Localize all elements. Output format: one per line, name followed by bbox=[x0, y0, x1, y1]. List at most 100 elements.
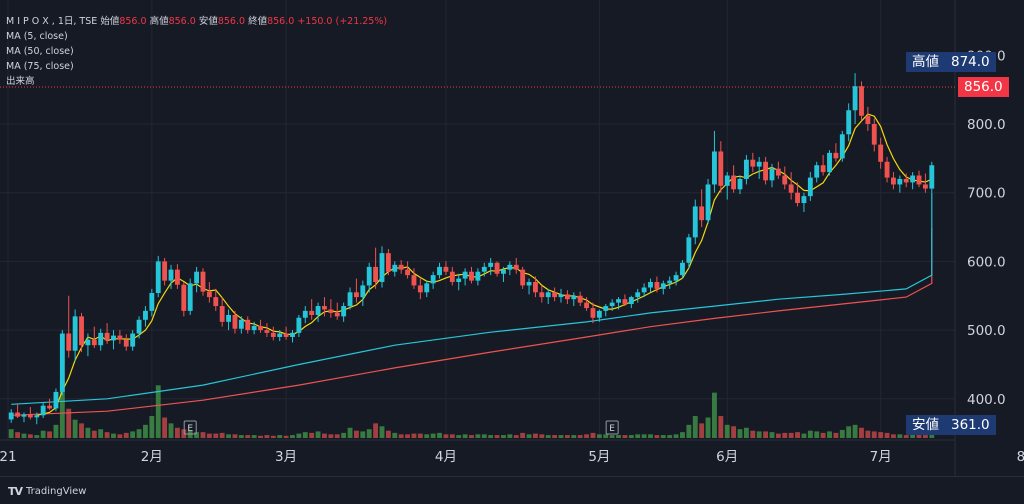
candle-body[interactable] bbox=[590, 308, 596, 318]
candle-body[interactable] bbox=[456, 278, 462, 283]
candle-body[interactable] bbox=[526, 282, 532, 286]
candle-body[interactable] bbox=[111, 335, 116, 341]
legend-ma5[interactable]: MA (5, close) bbox=[6, 31, 68, 42]
tradingview-logo[interactable]: TV TradingView bbox=[8, 485, 86, 498]
candle-body[interactable] bbox=[827, 152, 832, 173]
candle-body[interactable] bbox=[878, 144, 884, 162]
candle-body[interactable] bbox=[341, 306, 347, 317]
candle-body[interactable] bbox=[34, 415, 40, 418]
candle-body[interactable] bbox=[136, 319, 142, 334]
candle-body[interactable] bbox=[622, 299, 628, 304]
candle-body[interactable] bbox=[673, 275, 679, 281]
candle-body[interactable] bbox=[737, 178, 743, 190]
candle-body[interactable] bbox=[328, 309, 334, 313]
candle-body[interactable] bbox=[277, 333, 283, 337]
candle-body[interactable] bbox=[264, 330, 270, 333]
candle-body[interactable] bbox=[187, 283, 193, 311]
candle-body[interactable] bbox=[392, 264, 398, 272]
candle-body[interactable] bbox=[270, 332, 276, 337]
candle-body[interactable] bbox=[353, 292, 359, 298]
candle-body[interactable] bbox=[309, 310, 315, 315]
candle-body[interactable] bbox=[315, 306, 321, 315]
candle-body[interactable] bbox=[226, 314, 231, 322]
candle-body[interactable] bbox=[750, 159, 756, 167]
candle-body[interactable] bbox=[501, 269, 506, 274]
candle-body[interactable] bbox=[59, 333, 65, 392]
candle-body[interactable] bbox=[807, 177, 813, 197]
candle-body[interactable] bbox=[181, 284, 187, 311]
candle-body[interactable] bbox=[577, 295, 583, 303]
candle-body[interactable] bbox=[443, 266, 449, 272]
candle-body[interactable] bbox=[481, 266, 487, 272]
candle-body[interactable] bbox=[929, 165, 935, 189]
candle-body[interactable] bbox=[27, 414, 33, 418]
candle-body[interactable] bbox=[584, 302, 590, 309]
candle-body[interactable] bbox=[609, 302, 615, 307]
candle-body[interactable] bbox=[775, 168, 781, 176]
candle-body[interactable] bbox=[411, 275, 417, 286]
candle-body[interactable] bbox=[98, 332, 104, 346]
candle-body[interactable] bbox=[462, 271, 468, 279]
event-marker[interactable] bbox=[605, 420, 619, 435]
legend-volume[interactable]: 出来高 bbox=[6, 76, 35, 87]
candle-body[interactable] bbox=[564, 294, 570, 300]
candle-body[interactable] bbox=[15, 412, 21, 417]
candle-body[interactable] bbox=[72, 316, 78, 351]
candle-body[interactable] bbox=[712, 151, 717, 185]
candle-body[interactable] bbox=[533, 282, 538, 293]
candle-body[interactable] bbox=[488, 262, 494, 267]
candle-body[interactable] bbox=[424, 283, 430, 293]
candle-body[interactable] bbox=[155, 261, 161, 294]
candle-body[interactable] bbox=[507, 264, 513, 270]
candle-body[interactable] bbox=[820, 165, 826, 173]
candle-body[interactable] bbox=[731, 175, 737, 190]
candle-body[interactable] bbox=[756, 161, 762, 167]
candle-body[interactable] bbox=[302, 310, 308, 318]
candle-body[interactable] bbox=[801, 196, 807, 204]
candle-body[interactable] bbox=[251, 325, 257, 331]
candle-body[interactable] bbox=[852, 86, 858, 111]
candle-body[interactable] bbox=[238, 319, 244, 329]
candle-body[interactable] bbox=[322, 306, 327, 310]
candle-body[interactable] bbox=[724, 175, 730, 186]
legend-ma50[interactable]: MA (50, close) bbox=[6, 46, 74, 57]
candle-body[interactable] bbox=[699, 206, 705, 221]
candle-body[interactable] bbox=[449, 271, 455, 283]
candle-body[interactable] bbox=[430, 275, 436, 284]
candle-body[interactable] bbox=[91, 339, 97, 346]
candle-body[interactable] bbox=[385, 253, 391, 272]
candle-body[interactable] bbox=[718, 151, 724, 186]
candle-body[interactable] bbox=[149, 293, 155, 311]
candle-body[interactable] bbox=[839, 134, 845, 159]
candle-body[interactable] bbox=[743, 159, 749, 179]
candle-body[interactable] bbox=[168, 269, 174, 281]
candle-body[interactable] bbox=[513, 264, 519, 270]
candle-body[interactable] bbox=[475, 271, 481, 281]
candle-body[interactable] bbox=[539, 292, 545, 298]
candle-body[interactable] bbox=[347, 292, 353, 307]
candle-body[interactable] bbox=[174, 269, 180, 285]
candle-body[interactable] bbox=[162, 261, 168, 281]
candle-body[interactable] bbox=[654, 282, 660, 289]
candle-body[interactable] bbox=[232, 314, 238, 329]
candle-body[interactable] bbox=[648, 282, 653, 288]
candle-body[interactable] bbox=[296, 317, 302, 333]
candle-body[interactable] bbox=[360, 285, 366, 298]
candle-body[interactable] bbox=[194, 271, 200, 284]
candle-body[interactable] bbox=[53, 391, 59, 409]
candle-body[interactable] bbox=[545, 292, 551, 298]
candle-body[interactable] bbox=[635, 292, 641, 298]
candle-body[interactable] bbox=[788, 184, 794, 193]
candle-body[interactable] bbox=[66, 333, 72, 351]
candle-body[interactable] bbox=[814, 165, 820, 178]
candle-body[interactable] bbox=[641, 287, 647, 293]
candle-body[interactable] bbox=[616, 299, 621, 303]
candle-body[interactable] bbox=[258, 325, 263, 331]
candle-body[interactable] bbox=[571, 295, 577, 300]
candle-body[interactable] bbox=[47, 405, 52, 409]
candle-body[interactable] bbox=[859, 86, 864, 116]
candle-body[interactable] bbox=[379, 253, 385, 283]
candle-body[interactable] bbox=[603, 306, 609, 311]
candle-body[interactable] bbox=[922, 184, 928, 189]
